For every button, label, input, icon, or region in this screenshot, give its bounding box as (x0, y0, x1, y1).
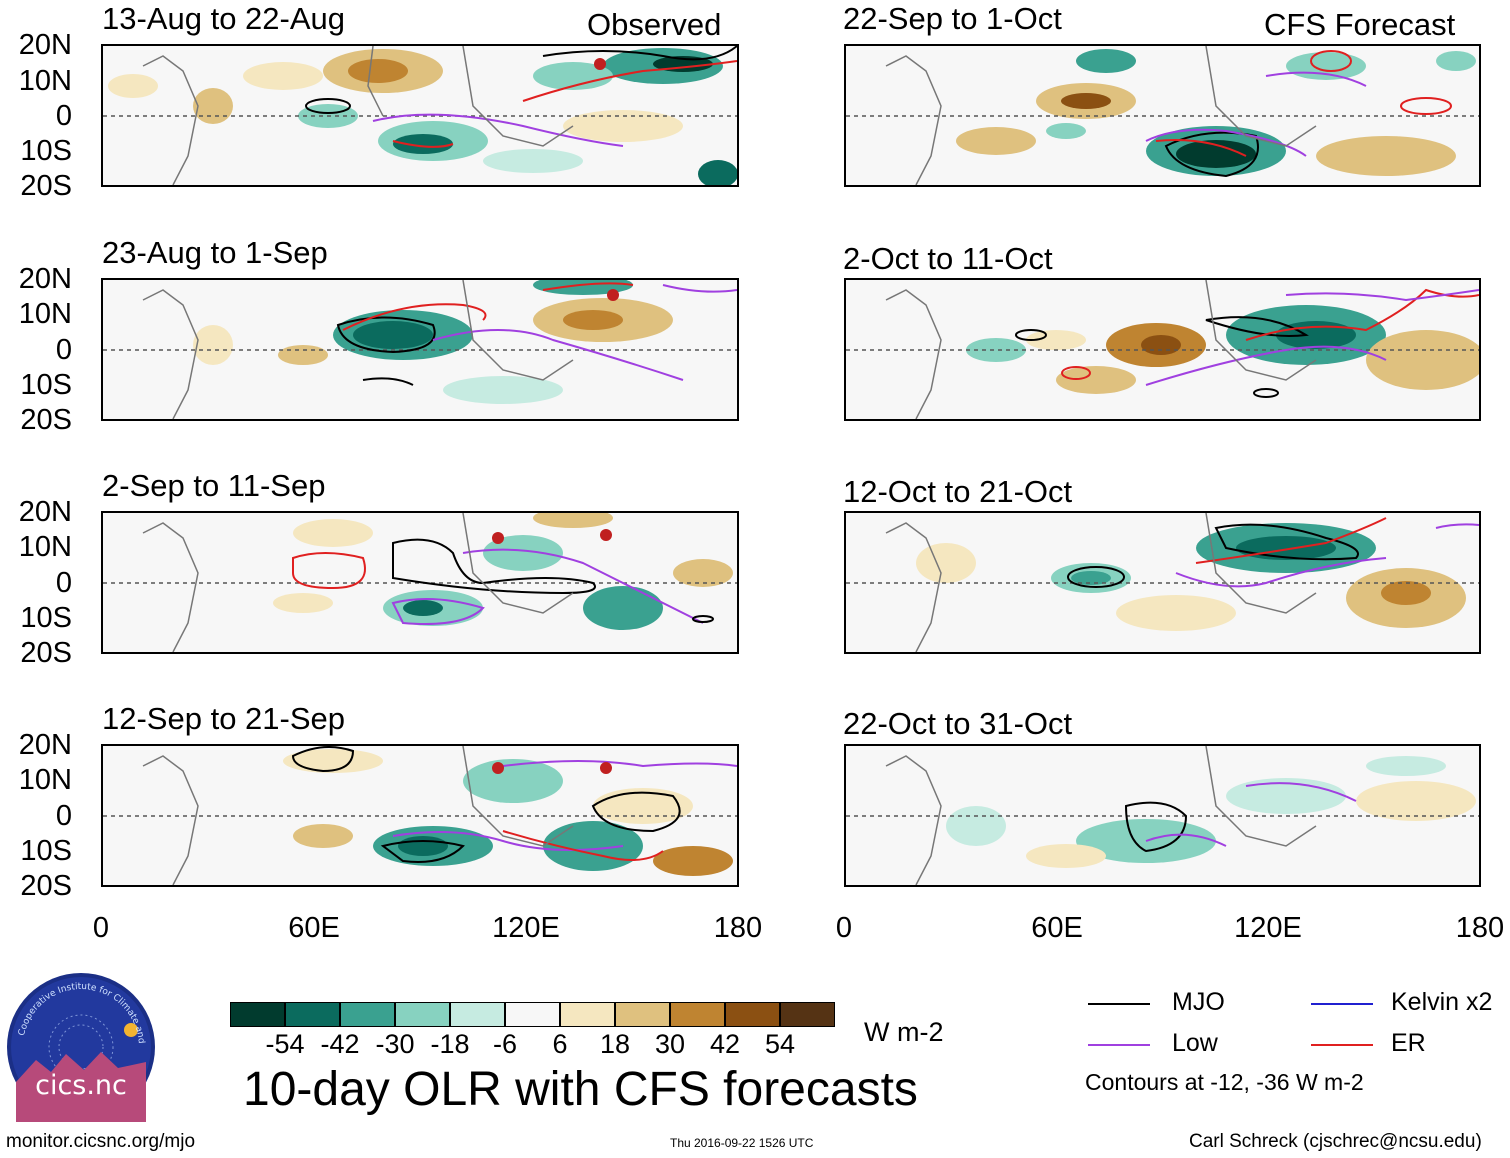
legend-line-mjo (1088, 1003, 1150, 1005)
logo-name: cics.nc (35, 1070, 127, 1101)
colorbar-label: 30 (654, 1029, 686, 1059)
lat-label: 20S (20, 404, 72, 436)
colorbar-label: -6 (492, 1029, 518, 1059)
lat-label: 10S (20, 135, 72, 167)
lat-label: 0 (55, 334, 72, 366)
colorbar-label: 6 (552, 1029, 568, 1059)
map-panel-forecast-1 (844, 44, 1481, 187)
legend-label-mjo: MJO (1172, 988, 1225, 1016)
lat-label: 0 (55, 567, 72, 599)
colorbar-label: 54 (764, 1029, 796, 1059)
legend-line-low (1088, 1044, 1150, 1046)
lat-label: 20N (18, 263, 72, 295)
lon-label: 180 (713, 912, 763, 944)
colorbar-box (615, 1002, 670, 1027)
panel-title-6: 2-Oct to 11-Oct (843, 241, 1053, 276)
lat-label: 10S (20, 369, 72, 401)
colorbar-box (505, 1002, 560, 1027)
colorbar-box (725, 1002, 780, 1027)
lon-label: 120E (492, 912, 560, 944)
lat-label: 20S (20, 870, 72, 902)
map-panel-observed-4 (101, 744, 739, 887)
colorbar-box (450, 1002, 505, 1027)
footer-timestamp: Thu 2016-09-22 1526 UTC (670, 1136, 814, 1150)
lat-label: 0 (55, 800, 72, 832)
colorbar-box (230, 1002, 285, 1027)
lat-label: 10N (18, 764, 72, 796)
colorbar-units: W m-2 (864, 1017, 944, 1047)
colorbar-label: -18 (430, 1029, 470, 1059)
colorbar-label: -42 (320, 1029, 360, 1059)
map-panel-forecast-3 (844, 511, 1481, 654)
lat-label: 20N (18, 29, 72, 61)
colorbar-label: -54 (265, 1029, 305, 1059)
colorbar-label: -30 (375, 1029, 415, 1059)
map-panel-observed-3 (101, 511, 739, 654)
cics-logo: Cooperative Institute for Climate and Sa… (3, 965, 156, 1122)
lat-label: 10N (18, 65, 72, 97)
lat-label: 20N (18, 729, 72, 761)
colorbar-box (285, 1002, 340, 1027)
lon-label: 60E (288, 912, 340, 944)
panel-title-8: 22-Oct to 31-Oct (843, 706, 1073, 741)
lon-label: 120E (1234, 912, 1302, 944)
legend-line-kelvin (1311, 1003, 1373, 1005)
panel-title-1: 13-Aug to 22-Aug (102, 1, 346, 36)
lat-label: 10S (20, 602, 72, 634)
colorbar-label: 18 (599, 1029, 631, 1059)
lat-label: 10N (18, 531, 72, 563)
map-panel-observed-1 (101, 44, 739, 187)
main-title: 10-day OLR with CFS forecasts (243, 1063, 918, 1116)
legend-label-kelvin: Kelvin x2 (1391, 988, 1493, 1016)
lat-label: 10S (20, 835, 72, 867)
colorbar-box (670, 1002, 725, 1027)
legend-label-low: Low (1172, 1029, 1218, 1057)
lat-label: 20S (20, 170, 72, 202)
lat-label: 20S (20, 637, 72, 669)
colorbar-label: 42 (709, 1029, 741, 1059)
colorbar-box (780, 1002, 835, 1027)
lat-label: 0 (55, 100, 72, 132)
footer-url[interactable]: monitor.cicsnc.org/mjo (6, 1131, 196, 1152)
panel-title-5: 22-Sep to 1-Oct (843, 1, 1062, 36)
panel-title-7: 12-Oct to 21-Oct (843, 474, 1073, 509)
colorbar-box (340, 1002, 395, 1027)
map-panel-observed-2 (101, 278, 739, 421)
lat-label: 20N (18, 496, 72, 528)
legend-note: Contours at -12, -36 W m-2 (1085, 1069, 1364, 1095)
lon-label: 0 (92, 912, 110, 944)
forecast-label: CFS Forecast (1264, 7, 1456, 42)
map-panel-forecast-4 (844, 744, 1481, 887)
lon-label: 180 (1455, 912, 1505, 944)
lat-label: 10N (18, 298, 72, 330)
map-panel-forecast-2 (844, 278, 1481, 421)
observed-label: Observed (587, 7, 722, 42)
panel-title-3: 2-Sep to 11-Sep (102, 468, 326, 503)
panel-title-2: 23-Aug to 1-Sep (102, 235, 328, 270)
lon-label: 0 (835, 912, 853, 944)
colorbar-box (560, 1002, 615, 1027)
legend-line-er (1311, 1044, 1373, 1046)
footer-credit: Carl Schreck (cjschrec@ncsu.edu) (1189, 1131, 1482, 1152)
colorbar-box (395, 1002, 450, 1027)
lon-label: 60E (1031, 912, 1083, 944)
legend-label-er: ER (1391, 1029, 1426, 1057)
panel-title-4: 12-Sep to 21-Sep (102, 701, 346, 736)
